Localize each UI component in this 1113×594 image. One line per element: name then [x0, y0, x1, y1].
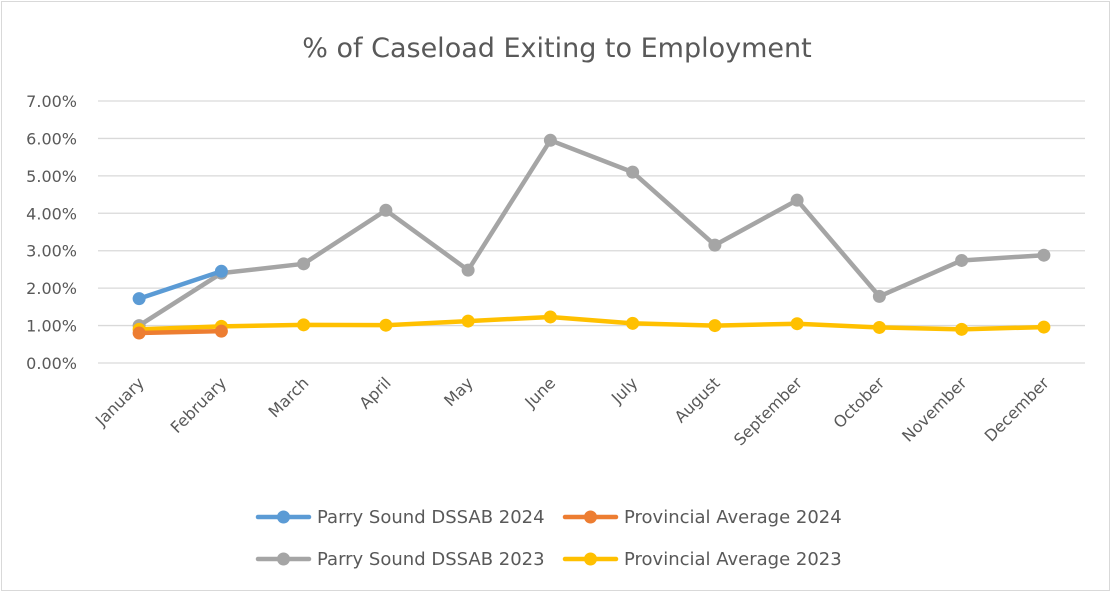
chart-title: % of Caseload Exiting to Employment [302, 33, 811, 64]
y-tick-label: 3.00% [26, 242, 77, 261]
data-point [955, 253, 969, 267]
x-tick-label: May [440, 373, 477, 410]
data-point [132, 326, 146, 340]
data-point [790, 317, 804, 331]
legend-marker [277, 552, 290, 566]
x-tick-label: August [671, 373, 724, 426]
series-1 [132, 324, 228, 340]
legend-item: Parry Sound DSSAB 2023 [255, 549, 545, 570]
legend-label: Provincial Average 2024 [624, 507, 842, 528]
data-point [379, 203, 393, 217]
x-tick-label: February [167, 373, 231, 437]
x-tick-label: November [898, 373, 971, 446]
data-point [626, 316, 640, 330]
x-tick-label: September [730, 373, 806, 449]
data-point [708, 238, 722, 252]
data-point [790, 193, 804, 207]
data-point [297, 318, 311, 332]
legend-label: Parry Sound DSSAB 2024 [317, 507, 545, 528]
legend-marker [277, 510, 290, 524]
x-tick-label: June [520, 373, 559, 412]
x-tick-label: January [91, 373, 148, 430]
x-tick-label: April [355, 373, 394, 412]
legend-label: Parry Sound DSSAB 2023 [317, 549, 545, 570]
series-2 [132, 133, 1051, 333]
y-tick-label: 1.00% [26, 317, 77, 336]
data-point [461, 263, 475, 277]
data-point [461, 314, 475, 328]
data-point [132, 292, 146, 306]
legend-item: Parry Sound DSSAB 2024 [255, 507, 545, 528]
series-lines [132, 133, 1051, 340]
series-line [136, 328, 224, 336]
y-tick-label: 4.00% [26, 204, 77, 223]
data-point [955, 322, 969, 336]
series-0 [132, 264, 228, 306]
series-line [136, 269, 224, 301]
legend-marker [584, 552, 597, 566]
y-tick-label: 7.00% [26, 92, 77, 111]
y-tick-label: 2.00% [26, 279, 77, 298]
data-point [872, 320, 886, 334]
legend-item: Provincial Average 2023 [562, 549, 842, 570]
legend-marker [584, 510, 597, 524]
x-tick-label: October [829, 373, 888, 432]
data-point [543, 133, 557, 147]
data-point [626, 165, 640, 179]
y-axis-ticks: 0.00% 1.00% 2.00% 3.00% 4.00% 5.00% 6.00% 7.00% [26, 92, 77, 373]
y-tick-label: 0.00% [26, 354, 77, 373]
legend-label: Provincial Average 2023 [624, 549, 842, 570]
y-tick-label: 6.00% [26, 129, 77, 148]
data-point [1037, 248, 1051, 262]
series-line [136, 138, 1047, 328]
data-point [214, 264, 228, 278]
data-point [297, 257, 311, 271]
legend-item: Provincial Average 2024 [562, 507, 842, 528]
legend: Parry Sound DSSAB 2024 Provincial Average… [255, 507, 842, 570]
data-point [214, 324, 228, 338]
data-point [379, 318, 393, 332]
x-tick-label: July [607, 373, 641, 407]
series-line [136, 314, 1047, 332]
data-point [708, 319, 722, 333]
data-point [872, 289, 886, 303]
data-point [1037, 320, 1051, 334]
series-3 [132, 310, 1051, 336]
x-axis-ticks: January February March April May June July Augu… [91, 373, 1053, 449]
y-tick-label: 5.00% [26, 167, 77, 186]
x-tick-label: March [265, 373, 313, 421]
x-tick-label: December [981, 373, 1053, 445]
data-point [543, 310, 557, 324]
